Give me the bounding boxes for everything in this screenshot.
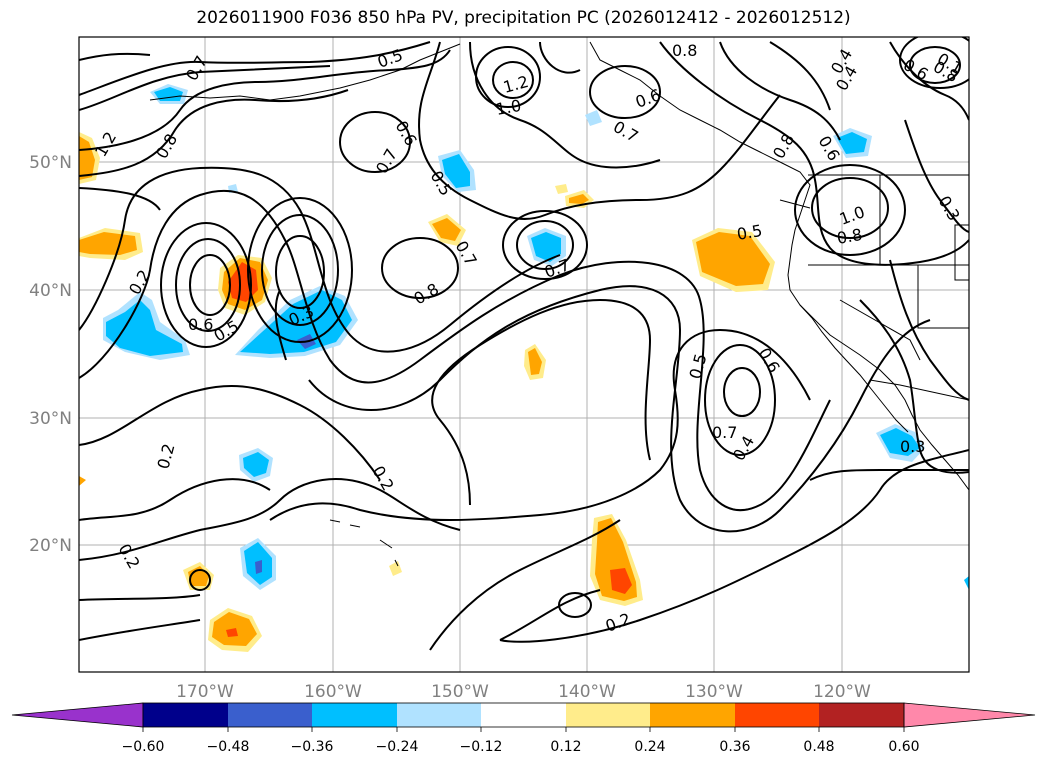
contour-label: 0.5: [735, 221, 763, 244]
lat-label: 20°N: [29, 536, 72, 556]
colorbar-tick: −0.48: [207, 739, 250, 755]
lon-label: 140°W: [558, 682, 616, 702]
colorbar-tick: −0.12: [460, 739, 503, 755]
coastlines: [149, 41, 969, 567]
contour-label: 0.8: [835, 225, 863, 248]
precip-shading: [79, 84, 969, 652]
colorbar-tick: −0.36: [291, 739, 334, 755]
colorbar-tick: 0.48: [803, 739, 834, 755]
lon-label: 150°W: [431, 682, 489, 702]
latitude-labels: 50°N 40°N 30°N 20°N: [29, 153, 72, 556]
contour-label: 0.8: [672, 41, 697, 60]
lon-label: 170°W: [176, 682, 234, 702]
colorbar-segment: [481, 703, 566, 727]
colorbar-tick: −0.24: [376, 739, 419, 755]
colorbar-segment: [143, 703, 228, 727]
longitude-labels: 170°W 160°W 150°W 140°W 130°W 120°W: [176, 682, 871, 702]
colorbar-segment: [228, 703, 312, 727]
colorbar-tick: 0.60: [888, 739, 919, 755]
colorbar-tick: 0.36: [719, 739, 750, 755]
colorbar-segment: [735, 703, 819, 727]
map-title: 2026011900 F036 850 hPa PV, precipitatio…: [196, 8, 851, 28]
colorbar-tick: 0.24: [634, 739, 665, 755]
plot-area: [79, 37, 969, 672]
lon-label: 160°W: [304, 682, 362, 702]
lon-label: 120°W: [813, 682, 871, 702]
colorbar-segment: [397, 703, 481, 727]
pv-contours: [79, 37, 969, 651]
colorbar-tick: −0.60: [122, 739, 165, 755]
lat-label: 30°N: [29, 409, 72, 429]
contour-label: 1.0: [494, 96, 522, 119]
lat-label: 50°N: [29, 153, 72, 173]
colorbar-extend-min: [11, 702, 144, 728]
plot-frame: [78, 36, 970, 673]
colorbar-tick: 0.12: [550, 739, 581, 755]
colorbar-segment: [650, 703, 735, 727]
colorbar-extend-max: [903, 702, 1036, 728]
colorbar-segment: [819, 703, 904, 727]
contour-label: 0.7: [712, 423, 737, 442]
colorbar: −0.60 −0.48 −0.36 −0.24 −0.12 0.12 0.24 …: [11, 702, 1036, 755]
lat-label: 40°N: [29, 281, 72, 301]
colorbar-segment: [312, 703, 397, 727]
colorbar-segment: [566, 703, 650, 727]
contour-label: 0.6: [188, 315, 213, 334]
contour-label: 0.3: [900, 437, 925, 456]
lon-label: 130°W: [685, 682, 743, 702]
